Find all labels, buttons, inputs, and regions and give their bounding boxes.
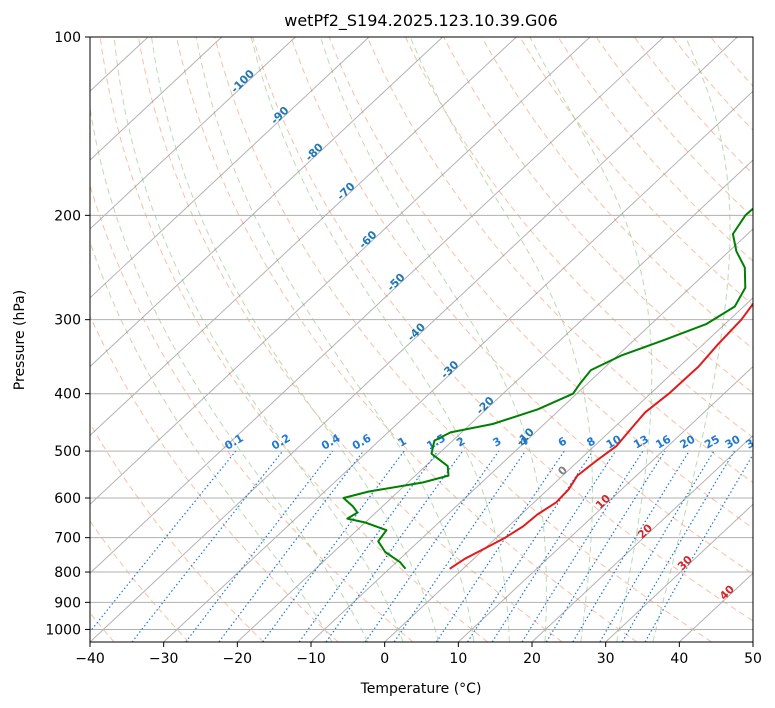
- y-tick-label: 1000: [45, 622, 81, 638]
- y-axis-label: Pressure (hPa): [12, 290, 28, 390]
- isotherm-line: [90, 37, 444, 368]
- dry-adiabat: [252, 37, 753, 622]
- chart-title: wetPf2_S194.2025.123.10.39.G06: [284, 11, 558, 31]
- isotherm-line: [384, 297, 753, 642]
- isotherm-line: [605, 503, 753, 642]
- mixing-ratio-line: [393, 450, 526, 642]
- y-tick-label: 900: [54, 595, 81, 611]
- dry-adiabat: [90, 314, 339, 642]
- dry-adiabat: [290, 37, 753, 575]
- dry-adiabat: [481, 37, 753, 350]
- dry-adiabat: [328, 37, 753, 529]
- y-tick-label: 400: [54, 387, 81, 403]
- x-tick-label: −20: [223, 651, 253, 667]
- dry-adiabat: [557, 37, 753, 262]
- y-tick-label: 300: [54, 313, 81, 329]
- mixing-ratio-line: [545, 450, 666, 642]
- x-tick-label: 30: [597, 651, 615, 667]
- moist-adiabat: [652, 37, 731, 642]
- y-tick-label: 800: [54, 565, 81, 581]
- moist-adiabat: [90, 105, 369, 642]
- x-tick-label: 20: [523, 651, 541, 667]
- dry-adiabat: [214, 37, 712, 642]
- mixing-ratio-line: [435, 450, 565, 642]
- mixing-ratio-line: [298, 450, 439, 642]
- isotherm-line: [90, 37, 296, 230]
- mixing-ratio-line: [325, 450, 464, 642]
- isotherm-line: [752, 641, 753, 642]
- isotherm-line: [90, 37, 665, 574]
- dry-adiabat: [90, 520, 190, 642]
- x-tick-label: 10: [449, 651, 467, 667]
- moist-adiabat: [319, 37, 547, 642]
- mixing-ratio-line: [572, 450, 690, 642]
- isotherm-line: [90, 37, 370, 299]
- isotherm-line: [310, 228, 753, 642]
- axes: −40 −30 −20 −10 0 10 20 30 40 50 100 200 300 400 500 60…: [45, 30, 762, 667]
- mixing-ratio-line: [364, 450, 500, 642]
- isotherm-line: [236, 159, 753, 642]
- mixing-ratio-label: 36: [744, 432, 764, 451]
- isotherm-line: [531, 434, 753, 642]
- x-tick-label: −40: [75, 651, 105, 667]
- isotherm-line: [90, 37, 223, 161]
- dry-adiabat: [176, 37, 638, 642]
- moist-adiabat: [195, 37, 475, 642]
- dry-adiabat: [633, 37, 753, 175]
- mixing-ratio-line: [218, 450, 364, 642]
- dry-adiabat: [443, 37, 753, 394]
- y-tick-label: 700: [54, 531, 81, 547]
- isotherm-line: [90, 37, 738, 642]
- mixing-ratio-line: [90, 450, 237, 633]
- dry-adiabat: [90, 183, 414, 642]
- mixing-ratio-line: [521, 450, 644, 642]
- isotherm-line: [457, 365, 753, 642]
- moist-adiabat: [151, 37, 439, 642]
- x-tick-label: 40: [670, 651, 688, 667]
- y-tick-label: 600: [54, 491, 81, 507]
- temperature-profile-line: [449, 302, 753, 570]
- moist-adiabat: [113, 37, 404, 642]
- plot-frame: [89, 36, 754, 643]
- plot-area: 0.1 0.2 0.4 0.6 1 1.5 2 3 4 6 8 10 13 16 20 25 30 36-100-…: [90, 37, 764, 642]
- isotherm-line: [90, 37, 517, 437]
- isotherm-line: [90, 37, 591, 505]
- mixing-ratio-line: [262, 450, 405, 642]
- y-tick-label: 500: [54, 444, 81, 460]
- x-tick-label: −10: [296, 651, 326, 667]
- y-tick-label: 100: [54, 30, 81, 46]
- isotherm-line: [163, 90, 753, 642]
- y-tick-label: 200: [54, 208, 81, 224]
- x-axis-label: Temperature (°C): [360, 681, 482, 697]
- x-tick-label: 0: [380, 651, 389, 667]
- dewpoint-profile-line: [342, 207, 753, 570]
- x-tick-label: −30: [149, 651, 179, 667]
- dry-adiabat: [137, 37, 563, 642]
- mixing-ratio-line: [491, 450, 616, 642]
- moist-adiabat: [250, 37, 510, 642]
- x-tick-label: 50: [744, 651, 762, 667]
